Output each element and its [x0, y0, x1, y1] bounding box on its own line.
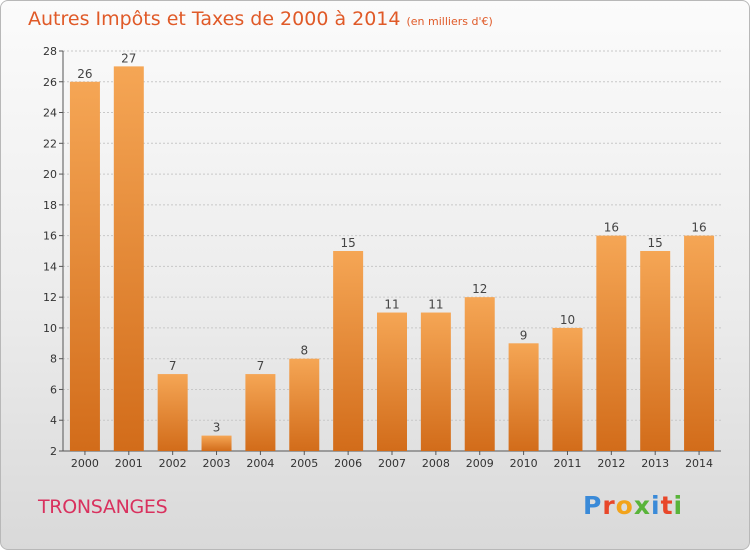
x-tick-label: 2006	[334, 457, 362, 470]
commune-name: TRONSANGES	[38, 496, 168, 518]
x-tick-label: 2003	[203, 457, 231, 470]
data-label: 11	[384, 298, 399, 312]
x-tick-label: 2005	[290, 457, 318, 470]
y-tick-label: 2	[50, 445, 57, 458]
x-tick-label: 2008	[422, 457, 450, 470]
x-tick-label: 2010	[510, 457, 538, 470]
bar	[508, 343, 539, 451]
bar	[684, 235, 715, 451]
bar	[333, 251, 364, 451]
y-tick-label: 26	[43, 76, 57, 89]
bars	[69, 66, 715, 452]
x-tick-label: 2000	[71, 457, 99, 470]
y-tick-label: 16	[43, 230, 57, 243]
logo-letter: P	[583, 491, 603, 520]
data-label: 12	[472, 282, 487, 296]
y-tick-label: 18	[43, 199, 57, 212]
x-tick-label: 2013	[641, 457, 669, 470]
bar	[377, 312, 407, 451]
bar	[113, 66, 144, 451]
bar	[596, 235, 627, 451]
logo-letter: r	[602, 491, 616, 520]
logo-letter: i	[651, 491, 661, 520]
y-tick-label: 12	[43, 291, 57, 304]
data-label: 15	[648, 236, 663, 250]
bar	[245, 374, 276, 451]
y-tick-label: 8	[50, 353, 57, 366]
x-tick-label: 2004	[246, 457, 274, 470]
data-label: 16	[691, 221, 706, 235]
y-tick-label: 22	[43, 137, 57, 150]
logo-letter: i	[673, 491, 684, 520]
y-tick-label: 20	[43, 168, 57, 181]
x-tick-label: 2007	[378, 457, 406, 470]
data-label: 8	[300, 344, 308, 358]
logo-letter: t	[660, 491, 674, 520]
bar	[420, 312, 451, 451]
y-tick-label: 10	[43, 322, 57, 335]
value-labels: 26 27 7 3 7 8 15 11 11 12 9 10 16 15 16	[77, 51, 706, 434]
data-label: 9	[520, 328, 528, 342]
x-tick-label: 2002	[159, 457, 187, 470]
data-label: 10	[560, 313, 575, 327]
x-tick-label: 2009	[466, 457, 494, 470]
x-tick-label: 2001	[115, 457, 143, 470]
bar	[289, 358, 320, 451]
bar	[201, 435, 232, 451]
proxiti-logo[interactable]: Proxiti	[583, 491, 683, 520]
chart-title-text: Autres Impôts et Taxes de 2000 à 2014	[28, 8, 401, 30]
x-tick-label: 2014	[685, 457, 713, 470]
data-label: 15	[340, 236, 355, 250]
x-tick-label: 2011	[553, 457, 581, 470]
y-tick-label: 24	[43, 107, 57, 120]
unit-note: (en milliers d'€)	[406, 15, 493, 28]
y-tick-label: 28	[43, 45, 57, 58]
bar	[157, 374, 188, 451]
y-tick-label: 4	[50, 414, 57, 427]
y-tick-label: 14	[43, 260, 57, 273]
bar	[69, 81, 100, 452]
data-label: 16	[604, 221, 619, 235]
data-label: 3	[213, 421, 221, 435]
data-label: 27	[121, 51, 136, 65]
bar	[464, 297, 495, 451]
data-label: 7	[169, 359, 177, 373]
logo-letter: o	[615, 491, 634, 520]
data-label: 11	[428, 298, 443, 312]
x-tick-label: 2012	[597, 457, 625, 470]
bar	[552, 327, 583, 451]
y-tick-label: 6	[50, 383, 57, 396]
logo-letter: x	[633, 491, 651, 520]
data-label: 7	[257, 359, 265, 373]
chart-title: Autres Impôts et Taxes de 2000 à 2014 (en…	[28, 8, 493, 30]
bar	[640, 251, 671, 451]
data-label: 26	[77, 67, 92, 81]
